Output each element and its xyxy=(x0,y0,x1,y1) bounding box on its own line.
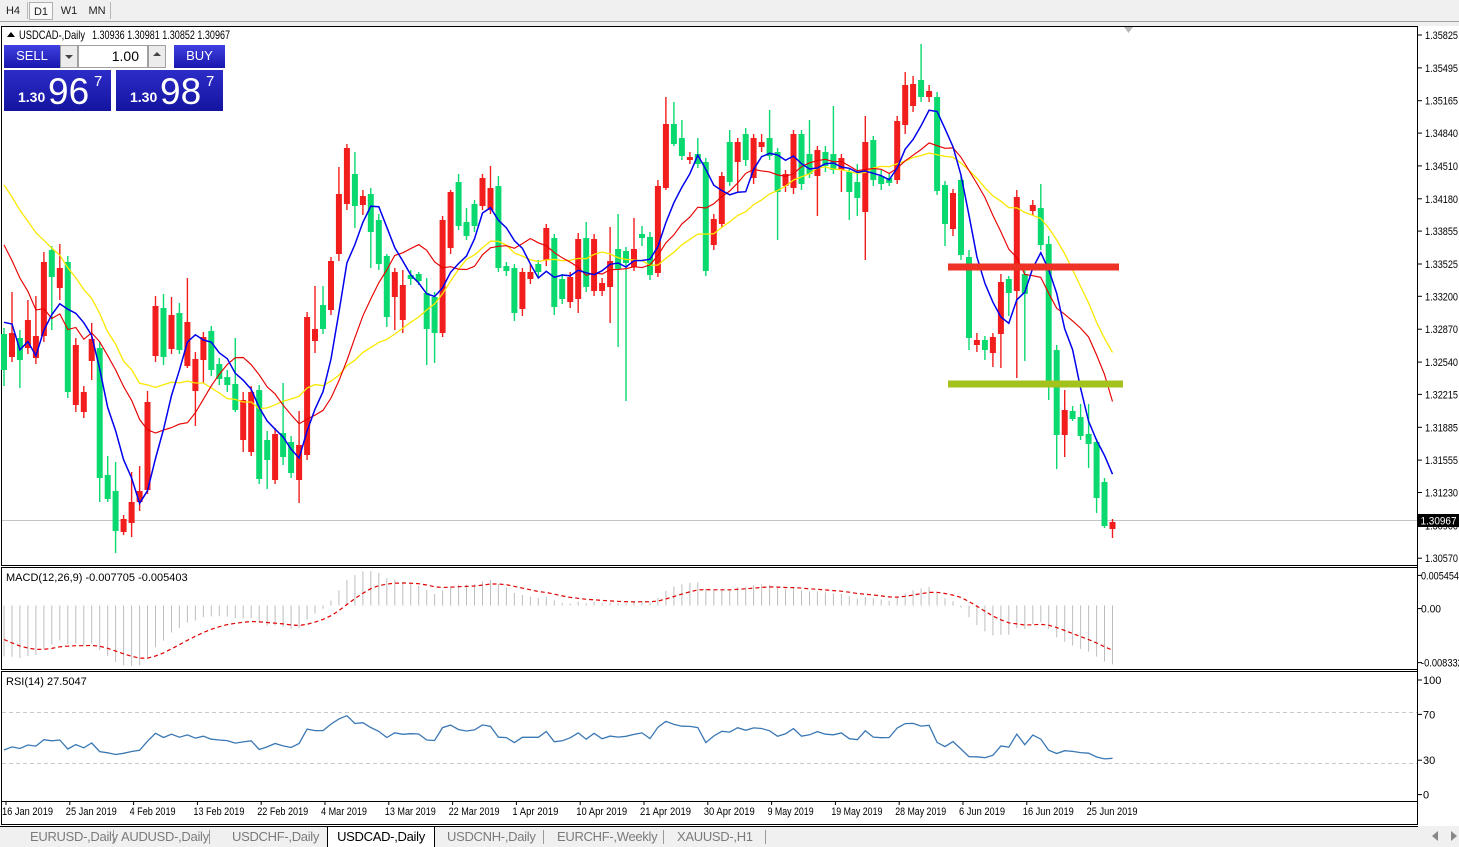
svg-text:1.35165: 1.35165 xyxy=(1425,96,1458,108)
svg-text:1.34510: 1.34510 xyxy=(1425,161,1458,173)
svg-text:1.30967: 1.30967 xyxy=(1421,516,1457,528)
svg-text:30: 30 xyxy=(1423,755,1435,767)
svg-text:-0.0083320: -0.0083320 xyxy=(1421,658,1459,670)
svg-text:28 May 2019: 28 May 2019 xyxy=(895,806,946,818)
svg-text:RSI(14) 27.5047: RSI(14) 27.5047 xyxy=(6,676,87,688)
svg-text:100: 100 xyxy=(1423,675,1441,687)
svg-text:1.35825: 1.35825 xyxy=(1425,30,1458,42)
svg-text:1.31885: 1.31885 xyxy=(1425,422,1458,434)
svg-text:25 Jan 2019: 25 Jan 2019 xyxy=(66,806,117,818)
svg-text:6 Jun 2019: 6 Jun 2019 xyxy=(959,806,1005,818)
svg-text:MACD(12,26,9) -0.007705 -0.005: MACD(12,26,9) -0.007705 -0.005403 xyxy=(6,572,188,584)
svg-text:1.33855: 1.33855 xyxy=(1425,226,1458,238)
svg-text:19 May 2019: 19 May 2019 xyxy=(831,806,882,818)
svg-text:16 Jun 2019: 16 Jun 2019 xyxy=(1023,806,1074,818)
svg-text:70: 70 xyxy=(1423,709,1435,721)
svg-text:0: 0 xyxy=(1423,790,1429,802)
svg-text:1.31230: 1.31230 xyxy=(1425,488,1458,500)
svg-text:4 Feb 2019: 4 Feb 2019 xyxy=(130,806,176,818)
svg-text:22 Mar 2019: 22 Mar 2019 xyxy=(449,806,500,818)
svg-text:22 Feb 2019: 22 Feb 2019 xyxy=(257,806,308,818)
svg-text:13 Mar 2019: 13 Mar 2019 xyxy=(385,806,436,818)
svg-text:1.32540: 1.32540 xyxy=(1425,357,1458,369)
svg-text:1.30570: 1.30570 xyxy=(1425,553,1458,565)
svg-text:1.32870: 1.32870 xyxy=(1425,324,1458,336)
svg-text:10 Apr 2019: 10 Apr 2019 xyxy=(576,806,627,818)
svg-text:1.30936 1.30981 1.30852 1.3096: 1.30936 1.30981 1.30852 1.30967 xyxy=(92,28,230,42)
svg-text:1.32215: 1.32215 xyxy=(1425,389,1458,401)
svg-text:25 Jun 2019: 25 Jun 2019 xyxy=(1087,806,1138,818)
svg-text:1.34180: 1.34180 xyxy=(1425,194,1458,206)
svg-text:9 May 2019: 9 May 2019 xyxy=(768,806,814,818)
svg-text:1.33525: 1.33525 xyxy=(1425,259,1458,271)
svg-text:30 Apr 2019: 30 Apr 2019 xyxy=(704,806,755,818)
svg-text:0.00: 0.00 xyxy=(1421,604,1441,616)
svg-text:21 Apr 2019: 21 Apr 2019 xyxy=(640,806,691,818)
svg-text:1.33200: 1.33200 xyxy=(1425,291,1458,303)
svg-text:16 Jan 2019: 16 Jan 2019 xyxy=(2,806,53,818)
svg-text:1.35495: 1.35495 xyxy=(1425,63,1458,75)
svg-text:1.31555: 1.31555 xyxy=(1425,455,1458,467)
svg-text:USDCAD-,Daily: USDCAD-,Daily xyxy=(19,28,85,42)
svg-text:1 Apr 2019: 1 Apr 2019 xyxy=(512,806,558,818)
svg-text:13 Feb 2019: 13 Feb 2019 xyxy=(193,806,244,818)
svg-text:1.34840: 1.34840 xyxy=(1425,128,1458,140)
svg-text:4 Mar 2019: 4 Mar 2019 xyxy=(321,806,367,818)
